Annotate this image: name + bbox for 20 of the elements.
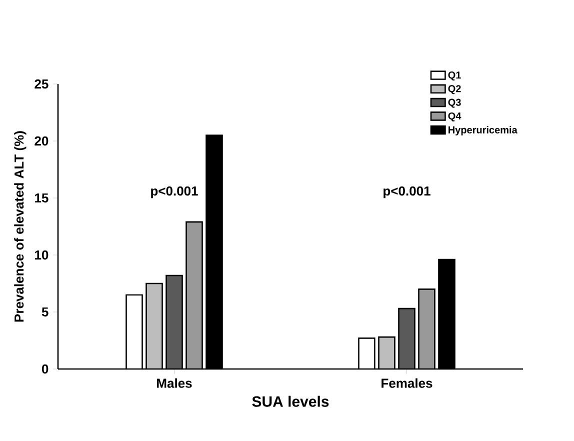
y-tick-label: 0 <box>42 364 48 374</box>
bar <box>186 222 202 369</box>
y-tick-label: 10 <box>35 250 48 260</box>
x-tick-label: Females <box>382 378 432 388</box>
annotation: p<0.001 <box>384 186 430 198</box>
legend-label: Q2 <box>448 85 461 94</box>
bar <box>146 283 162 369</box>
legend-label: Q1 <box>448 72 461 80</box>
y-tick-label: 20 <box>34 136 48 146</box>
legend-label: Q3 <box>448 98 461 108</box>
legend-label: Q4 <box>448 112 462 122</box>
y-tick-label: 5 <box>42 307 48 317</box>
legend-label: Hyperuricemia <box>448 126 518 136</box>
y-axis-title: Prevalence of elevated ALT (%) <box>14 131 26 322</box>
y-tick-label: 25 <box>34 79 48 89</box>
y-tick-label: 15 <box>35 193 48 203</box>
bar <box>166 276 182 369</box>
x-tick-label: Males <box>157 378 192 388</box>
annotation: p<0.001 <box>151 186 198 198</box>
x-axis-title: SUA levels <box>252 396 329 407</box>
